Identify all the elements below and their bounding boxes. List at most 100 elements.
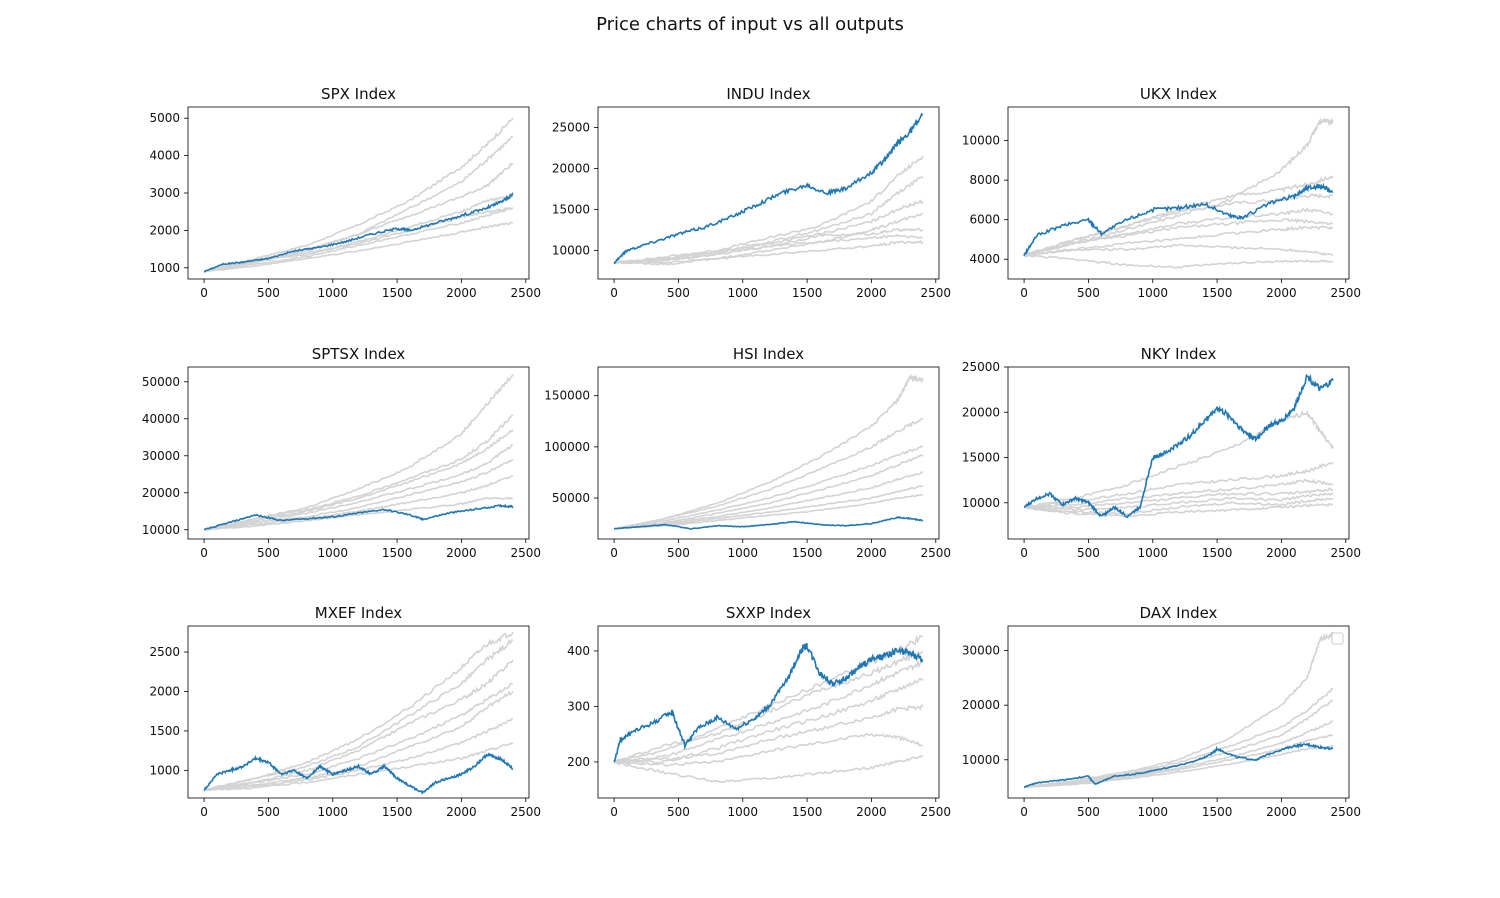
x-tick-label: 2000: [1266, 546, 1297, 560]
output-series-line: [204, 718, 513, 791]
output-series-line: [613, 417, 924, 530]
x-tick-label: 2000: [1266, 805, 1297, 819]
x-tick-label: 1000: [1137, 805, 1168, 819]
subplot-5: 0 500 1000 1500 2000 2500 50000 100000 150000 HSI…: [544, 345, 951, 560]
y-tick-label: 15000: [552, 202, 590, 216]
subplot-4: 0 500 1000 1500 2000 2500 10000 20000 30000 40000…: [142, 345, 541, 560]
output-series-line: [614, 445, 924, 530]
input-series-line: [1023, 182, 1334, 256]
axes-frame: [1007, 366, 1350, 540]
output-series-line: [613, 634, 924, 764]
y-tick-label: 100000: [544, 440, 590, 454]
y-tick-label: 10000: [962, 134, 1000, 148]
figure-title: Price charts of input vs all outputs: [596, 14, 904, 35]
y-tick-label: 2000: [149, 684, 180, 698]
x-tick-label: 2000: [1266, 286, 1297, 300]
output-series-line: [203, 429, 514, 531]
x-tick-label: 1500: [1202, 805, 1233, 819]
subplot-8: 0 500 1000 1500 2000 2500 200 300 400 SXXP Index: [567, 604, 951, 819]
output-series-line: [203, 475, 513, 531]
x-tick-label: 500: [1077, 805, 1100, 819]
output-series-line: [614, 199, 924, 264]
x-tick-label: 1500: [792, 805, 823, 819]
x-tick-label: 0: [200, 805, 208, 819]
y-tick-label: 5000: [149, 111, 180, 125]
axes-frame: [597, 625, 940, 799]
output-series-line: [614, 471, 924, 530]
x-tick-label: 500: [667, 805, 690, 819]
plot-area: [1023, 631, 1334, 789]
subplot-title: NKY Index: [1141, 345, 1217, 363]
x-tick-label: 1000: [317, 805, 348, 819]
plot-area: [613, 373, 924, 530]
input-series-line: [203, 192, 514, 273]
y-tick-label: 20000: [552, 161, 590, 175]
input-series-line: [1024, 742, 1334, 788]
x-tick-label: 0: [1020, 805, 1028, 819]
x-tick-label: 2000: [446, 286, 477, 300]
output-series-line: [1023, 207, 1334, 257]
output-series-line: [1024, 744, 1334, 788]
output-series-line: [613, 227, 924, 265]
y-tick-label: 1500: [149, 724, 180, 738]
x-tick-label: 2000: [446, 805, 477, 819]
input-series-line: [613, 643, 924, 763]
subplot-title: INDU Index: [726, 85, 810, 103]
plot-area: [203, 117, 514, 273]
x-tick-label: 500: [1077, 286, 1100, 300]
y-tick-label: 2500: [149, 645, 180, 659]
x-tick-label: 2000: [446, 546, 477, 560]
legend-box: [1331, 632, 1344, 645]
x-tick-label: 0: [610, 286, 618, 300]
output-series-line: [613, 373, 924, 530]
x-tick-label: 2500: [1331, 805, 1362, 819]
x-tick-label: 2500: [921, 546, 952, 560]
subplot-7: 0 500 1000 1500 2000 2500 1000 1500 2000 2500 MXEF…: [149, 604, 541, 819]
output-series-line: [613, 659, 924, 764]
x-tick-label: 2500: [511, 805, 542, 819]
y-tick-label: 1000: [149, 261, 180, 275]
x-tick-label: 1500: [382, 546, 413, 560]
y-tick-label: 10000: [962, 496, 1000, 510]
plot-area: [203, 374, 514, 531]
axes-frame: [1007, 625, 1350, 799]
subplot-3: 0 500 1000 1500 2000 2500 4000 6000 8000 10000 UKX…: [962, 85, 1361, 300]
y-tick-label: 20000: [962, 698, 1000, 712]
plot-area: [1023, 373, 1334, 519]
x-tick-label: 1500: [792, 546, 823, 560]
input-series-line: [203, 503, 514, 531]
output-series-line: [203, 221, 514, 273]
output-series-line: [204, 207, 514, 272]
subplot-title: UKX Index: [1140, 85, 1217, 103]
y-tick-label: 30000: [962, 644, 1000, 658]
x-tick-label: 2000: [856, 546, 887, 560]
x-tick-label: 0: [1020, 286, 1028, 300]
axes-frame: [187, 625, 530, 799]
output-series-line: [1023, 631, 1334, 789]
x-tick-label: 0: [200, 286, 208, 300]
output-series-line: [204, 458, 514, 531]
y-tick-label: 15000: [962, 451, 1000, 465]
subplot-title: SXXP Index: [726, 604, 811, 622]
x-tick-label: 0: [610, 805, 618, 819]
subplot-6: 0 500 1000 1500 2000 2500 10000 15000 20000 25000…: [962, 345, 1361, 560]
output-series-line: [614, 454, 924, 530]
x-tick-label: 1500: [382, 805, 413, 819]
y-tick-label: 400: [567, 644, 590, 658]
y-tick-label: 6000: [969, 213, 1000, 227]
x-tick-label: 2500: [921, 805, 952, 819]
y-tick-label: 2000: [149, 223, 180, 237]
x-tick-label: 500: [257, 286, 280, 300]
plot-area: [613, 112, 924, 266]
output-series-line: [614, 754, 924, 783]
y-tick-label: 4000: [969, 252, 1000, 266]
x-tick-label: 0: [1020, 546, 1028, 560]
output-series-line: [1023, 502, 1333, 518]
subplot-9: 0 500 1000 1500 2000 2500 10000 20000 30000 DAX I…: [962, 604, 1361, 819]
subplot-title: HSI Index: [733, 345, 804, 363]
plot-area: [613, 634, 924, 783]
input-series-line: [203, 752, 514, 795]
subplot-title: SPTSX Index: [312, 345, 406, 363]
subplot-title: MXEF Index: [315, 604, 403, 622]
